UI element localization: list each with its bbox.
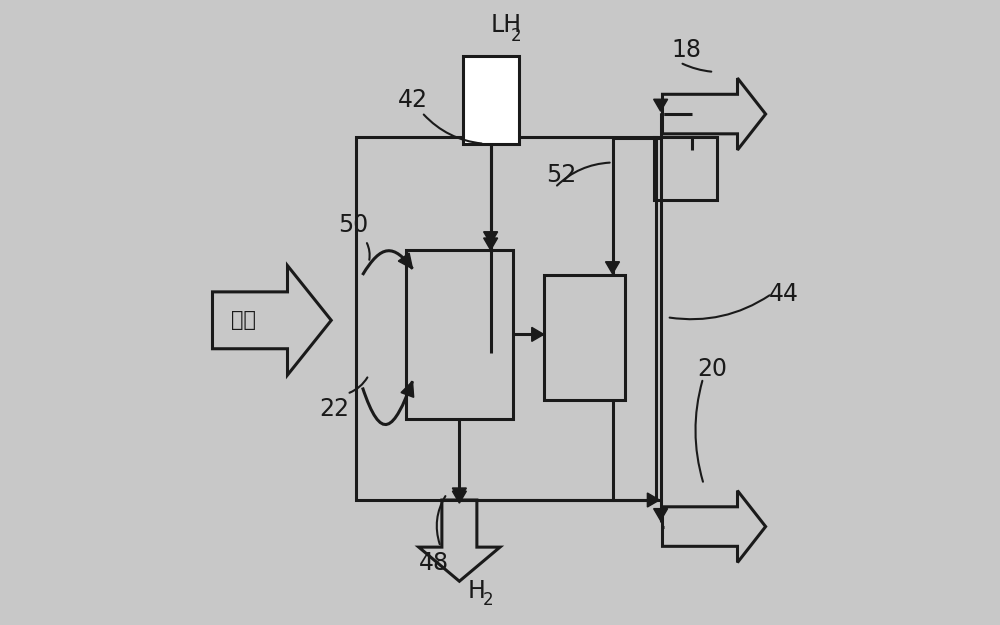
Polygon shape — [452, 491, 466, 503]
Text: 50: 50 — [338, 213, 368, 237]
Polygon shape — [654, 509, 668, 521]
Text: 42: 42 — [398, 88, 428, 112]
Bar — [654, 138, 717, 200]
Text: H: H — [468, 579, 485, 602]
Polygon shape — [484, 238, 498, 250]
Text: 52: 52 — [546, 163, 576, 187]
Polygon shape — [398, 253, 413, 269]
Polygon shape — [452, 488, 466, 500]
Polygon shape — [647, 493, 659, 507]
Bar — [356, 138, 656, 500]
Polygon shape — [532, 328, 544, 341]
Polygon shape — [401, 381, 414, 398]
Text: 44: 44 — [769, 282, 799, 306]
Text: 2: 2 — [483, 591, 494, 609]
Text: 18: 18 — [671, 38, 701, 62]
Bar — [462, 56, 519, 144]
Text: 48: 48 — [419, 551, 449, 574]
Bar — [406, 250, 512, 419]
Polygon shape — [654, 99, 668, 111]
Text: 20: 20 — [698, 357, 728, 381]
Bar — [544, 275, 625, 400]
Text: 空气: 空气 — [231, 310, 256, 330]
Text: LH: LH — [491, 13, 522, 37]
Text: 2: 2 — [511, 28, 521, 45]
Text: 22: 22 — [319, 398, 349, 421]
Polygon shape — [484, 232, 498, 244]
Polygon shape — [606, 262, 620, 274]
